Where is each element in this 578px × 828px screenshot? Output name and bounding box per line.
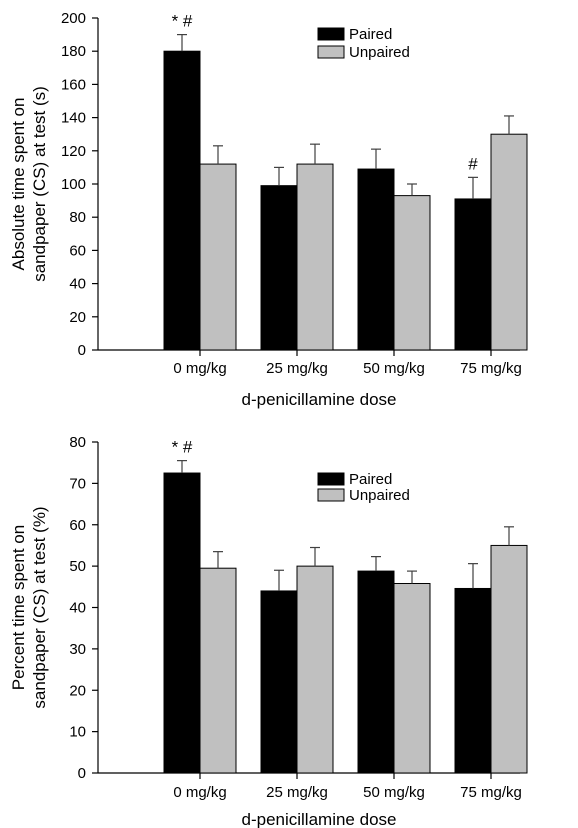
chart-panel-2: 0 10 20 30 40 50 60 70 80 0 mg/kg 25 mg/kg 50 mg/kg… (9, 434, 528, 828)
y-tick-label: 120 (61, 143, 86, 160)
y-tick-label: 50 (69, 558, 86, 575)
bar-paired (163, 50, 201, 351)
bar-unpaired (199, 163, 237, 351)
bar-unpaired (490, 133, 528, 351)
x-tick-label: 75 mg/kg (460, 784, 522, 801)
bar-unpaired (296, 163, 334, 351)
y-tick-label: 10 (69, 724, 86, 741)
y-tick-label: 70 (69, 475, 86, 492)
bar-paired (454, 198, 492, 351)
legend-label-paired: Paired (349, 471, 392, 488)
x-tick-label: 0 mg/kg (173, 360, 226, 377)
y-tick-label: 200 (61, 10, 86, 27)
y-tick-label: 20 (69, 682, 86, 699)
legend-swatch-unpaired (317, 488, 345, 502)
y-tick-label: 60 (69, 517, 86, 534)
y-tick-label: 20 (69, 309, 86, 326)
x-tick-label: 50 mg/kg (363, 784, 425, 801)
y-tick-label: 0 (78, 342, 86, 359)
x-tick-label: 75 mg/kg (460, 360, 522, 377)
bar-paired (357, 570, 395, 774)
x-tick-label: 0 mg/kg (173, 784, 226, 801)
y-tick-label: 30 (69, 641, 86, 658)
legend-label-unpaired: Unpaired (349, 487, 410, 504)
y-tick-label: 80 (69, 209, 86, 226)
significance-annotation: # (468, 154, 478, 173)
significance-annotation: * # (172, 12, 193, 31)
chart-panel-1: 0 20 40 60 80 100 120 140 160 180 200 0 mg/kg 25 mg/… (9, 10, 528, 409)
y-tick-label: 180 (61, 43, 86, 60)
bar-unpaired (393, 195, 431, 351)
legend-swatch-unpaired (317, 45, 345, 59)
y-axis-label: sandpaper (CS) at test (%) (30, 506, 49, 708)
x-axis-label: d-penicillamine dose (242, 390, 397, 409)
bar-paired (260, 590, 298, 774)
x-tick-label: 25 mg/kg (266, 784, 328, 801)
y-axis-label: Absolute time spent on (9, 98, 28, 271)
x-axis-label: d-penicillamine dose (242, 810, 397, 828)
legend-swatch-paired (317, 27, 345, 41)
bar-paired (163, 472, 201, 774)
y-tick-label: 140 (61, 110, 86, 127)
y-axis-label: sandpaper (CS) at test (s) (30, 86, 49, 282)
y-tick-label: 100 (61, 176, 86, 193)
y-tick-label: 40 (69, 276, 86, 293)
y-tick-label: 160 (61, 76, 86, 93)
bar-paired (357, 168, 395, 351)
y-tick-label: 0 (78, 765, 86, 782)
bar-unpaired (296, 565, 334, 774)
y-tick-label: 60 (69, 242, 86, 259)
y-tick-label: 40 (69, 600, 86, 617)
bar-unpaired (490, 544, 528, 774)
y-tick-label: 80 (69, 434, 86, 451)
significance-annotation: * # (172, 438, 193, 457)
x-tick-label: 50 mg/kg (363, 360, 425, 377)
bar-paired (454, 587, 492, 774)
y-axis-label: Percent time spent on (9, 525, 28, 690)
legend-label-paired: Paired (349, 26, 392, 43)
bar-unpaired (393, 583, 431, 774)
bar-unpaired (199, 567, 237, 774)
x-tick-label: 25 mg/kg (266, 360, 328, 377)
legend-label-unpaired: Unpaired (349, 44, 410, 61)
legend-swatch-paired (317, 472, 345, 486)
bar-paired (260, 185, 298, 351)
